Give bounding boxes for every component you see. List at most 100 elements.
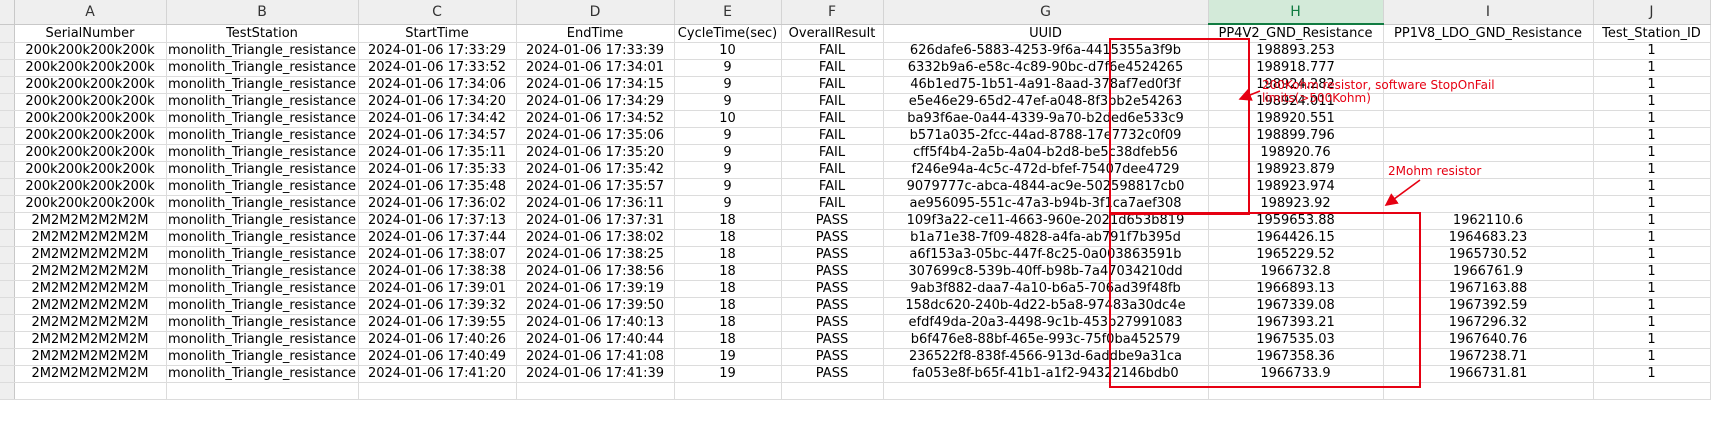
cell-a[interactable]: 2M2M2M2M2M2M <box>14 229 167 247</box>
cell-h[interactable]: 1965229.52 <box>1208 246 1384 264</box>
cell-e[interactable]: 9 <box>674 93 782 111</box>
cell-i[interactable] <box>1383 76 1594 94</box>
cell-header-e[interactable]: CycleTime(sec) <box>674 24 782 43</box>
cell-empty[interactable] <box>1593 382 1711 400</box>
cell-h[interactable]: 1966893.13 <box>1208 280 1384 298</box>
cell-e[interactable]: 9 <box>674 59 782 77</box>
cell-b[interactable]: monolith_Triangle_resistance <box>166 331 359 349</box>
cell-a[interactable]: 200k200k200k200k <box>14 144 167 162</box>
cell-b[interactable]: monolith_Triangle_resistance <box>166 93 359 111</box>
cell-j[interactable]: 1 <box>1593 93 1711 111</box>
cell-h[interactable]: 1967393.21 <box>1208 314 1384 332</box>
cell-g[interactable]: fa053e8f-b65f-41b1-a1f2-94322146bdb0 <box>883 365 1209 383</box>
cell-a[interactable]: 200k200k200k200k <box>14 161 167 179</box>
cell-i[interactable]: 1967392.59 <box>1383 297 1594 315</box>
cell-h[interactable]: 198923.879 <box>1208 161 1384 179</box>
cell-j[interactable]: 1 <box>1593 348 1711 366</box>
cell-header-a[interactable]: SerialNumber <box>14 24 167 43</box>
cell-b[interactable]: monolith_Triangle_resistance <box>166 280 359 298</box>
cell-empty[interactable] <box>14 382 167 400</box>
cell-g[interactable]: 46b1ed75-1b51-4a91-8aad-378af7ed0f3f <box>883 76 1209 94</box>
cell-j[interactable]: 1 <box>1593 59 1711 77</box>
cell-i[interactable]: 1967640.76 <box>1383 331 1594 349</box>
cell-b[interactable]: monolith_Triangle_resistance <box>166 195 359 213</box>
row-header[interactable] <box>0 263 15 281</box>
cell-a[interactable]: 200k200k200k200k <box>14 76 167 94</box>
cell-f[interactable]: PASS <box>781 246 884 264</box>
cell-empty[interactable] <box>1208 382 1384 400</box>
cell-f[interactable]: PASS <box>781 331 884 349</box>
cell-g[interactable]: 307699c8-539b-40ff-b98b-7a47034210dd <box>883 263 1209 281</box>
cell-g[interactable]: f246e94a-4c5c-472d-bfef-75407dee4729 <box>883 161 1209 179</box>
cell-a[interactable]: 200k200k200k200k <box>14 178 167 196</box>
cell-e[interactable]: 18 <box>674 212 782 230</box>
cell-f[interactable]: PASS <box>781 297 884 315</box>
cell-d[interactable]: 2024-01-06 17:36:11 <box>516 195 675 213</box>
cell-c[interactable]: 2024-01-06 17:41:20 <box>358 365 517 383</box>
cell-h[interactable]: 198923.974 <box>1208 178 1384 196</box>
cell-d[interactable]: 2024-01-06 17:38:25 <box>516 246 675 264</box>
cell-f[interactable]: PASS <box>781 229 884 247</box>
cell-g[interactable]: ba93f6ae-0a44-4339-9a70-b2ded6e533c9 <box>883 110 1209 128</box>
cell-c[interactable]: 2024-01-06 17:36:02 <box>358 195 517 213</box>
cell-h[interactable]: 198923.92 <box>1208 195 1384 213</box>
cell-g[interactable]: 9ab3f882-daa7-4a10-b6a5-706ad39f48fb <box>883 280 1209 298</box>
cell-empty[interactable] <box>883 382 1209 400</box>
cell-d[interactable]: 2024-01-06 17:40:13 <box>516 314 675 332</box>
row-header[interactable] <box>0 314 15 332</box>
cell-b[interactable]: monolith_Triangle_resistance <box>166 178 359 196</box>
cell-h[interactable]: 198918.777 <box>1208 59 1384 77</box>
cell-j[interactable]: 1 <box>1593 110 1711 128</box>
cell-d[interactable]: 2024-01-06 17:34:01 <box>516 59 675 77</box>
cell-e[interactable]: 18 <box>674 263 782 281</box>
cell-j[interactable]: 1 <box>1593 42 1711 60</box>
cell-h[interactable]: 198920.76 <box>1208 144 1384 162</box>
cell-c[interactable]: 2024-01-06 17:34:06 <box>358 76 517 94</box>
cell-j[interactable]: 1 <box>1593 246 1711 264</box>
row-header[interactable] <box>0 144 15 162</box>
cell-h[interactable]: 1966733.9 <box>1208 365 1384 383</box>
cell-a[interactable]: 2M2M2M2M2M2M <box>14 280 167 298</box>
cell-empty[interactable] <box>674 382 782 400</box>
cell-i[interactable] <box>1383 59 1594 77</box>
cell-f[interactable]: PASS <box>781 314 884 332</box>
cell-h[interactable]: 198893.253 <box>1208 42 1384 60</box>
cell-i[interactable]: 1967238.71 <box>1383 348 1594 366</box>
cell-f[interactable]: FAIL <box>781 110 884 128</box>
cell-g[interactable]: 9079777c-abca-4844-ac9e-502598817cb0 <box>883 178 1209 196</box>
cell-header-b[interactable]: TestStation <box>166 24 359 43</box>
cell-c[interactable]: 2024-01-06 17:34:57 <box>358 127 517 145</box>
column-header-j[interactable]: J <box>1593 0 1711 25</box>
cell-j[interactable]: 1 <box>1593 195 1711 213</box>
row-header[interactable] <box>0 24 15 43</box>
cell-i[interactable]: 1965730.52 <box>1383 246 1594 264</box>
cell-header-h[interactable]: PP4V2_GND_Resistance <box>1208 24 1384 43</box>
cell-j[interactable]: 1 <box>1593 212 1711 230</box>
cell-e[interactable]: 18 <box>674 229 782 247</box>
cell-a[interactable]: 2M2M2M2M2M2M <box>14 331 167 349</box>
cell-c[interactable]: 2024-01-06 17:38:38 <box>358 263 517 281</box>
cell-header-g[interactable]: UUID <box>883 24 1209 43</box>
cell-d[interactable]: 2024-01-06 17:39:19 <box>516 280 675 298</box>
cell-i[interactable]: 1966731.81 <box>1383 365 1594 383</box>
cell-header-c[interactable]: StartTime <box>358 24 517 43</box>
cell-f[interactable]: PASS <box>781 365 884 383</box>
cell-d[interactable]: 2024-01-06 17:38:56 <box>516 263 675 281</box>
cell-e[interactable]: 18 <box>674 280 782 298</box>
cell-d[interactable]: 2024-01-06 17:39:50 <box>516 297 675 315</box>
cell-e[interactable]: 9 <box>674 195 782 213</box>
cell-h[interactable]: 198899.796 <box>1208 127 1384 145</box>
cell-b[interactable]: monolith_Triangle_resistance <box>166 42 359 60</box>
cell-g[interactable]: cff5f4b4-2a5b-4a04-b2d8-be5c38dfeb56 <box>883 144 1209 162</box>
cell-i[interactable]: 1966761.9 <box>1383 263 1594 281</box>
cell-c[interactable]: 2024-01-06 17:39:01 <box>358 280 517 298</box>
cell-i[interactable] <box>1383 127 1594 145</box>
cell-b[interactable]: monolith_Triangle_resistance <box>166 76 359 94</box>
cell-i[interactable]: 1967163.88 <box>1383 280 1594 298</box>
row-header[interactable] <box>0 246 15 264</box>
cell-j[interactable]: 1 <box>1593 331 1711 349</box>
cell-e[interactable]: 18 <box>674 331 782 349</box>
cell-d[interactable]: 2024-01-06 17:37:31 <box>516 212 675 230</box>
cell-j[interactable]: 1 <box>1593 365 1711 383</box>
